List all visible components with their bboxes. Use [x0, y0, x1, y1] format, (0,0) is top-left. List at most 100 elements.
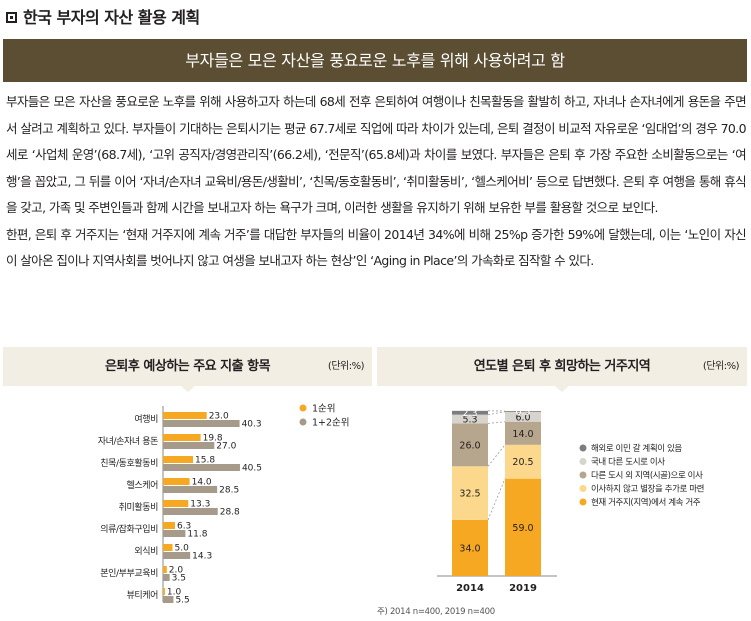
- data-label: 1.0: [167, 588, 182, 598]
- data-label: 19.8: [203, 434, 223, 444]
- bar-rank1-2: [163, 464, 240, 471]
- data-label: 59.0: [512, 523, 533, 534]
- stacked-segment: [505, 411, 541, 422]
- data-label: 5.3: [462, 415, 477, 426]
- legend-label: 현재 거주지(지역)에서 계속 거주: [591, 497, 701, 508]
- spending-bar-chart: 여행비 23.0 40.3 자녀/손자녀 용돈 19.827.0 친목/동호활동비 15.8…: [98, 403, 350, 606]
- connector-line: [487, 421, 506, 424]
- chart-panel-spending: 은퇴후 예상하는 주요 지출 항목 (단위:%) 여행비 23.0 40.3 자녀/손…: [3, 347, 372, 621]
- bar-rank1: [163, 544, 173, 551]
- data-label: 6.0: [515, 412, 530, 423]
- category-label: 의류/잡화구입비: [100, 523, 158, 535]
- chart-header: 연도별 은퇴 후 희망하는 거주지역 (단위:%): [377, 347, 747, 386]
- bar-rank1: [163, 434, 201, 441]
- data-label: 34.0: [459, 543, 480, 554]
- data-label: 20.5: [512, 457, 533, 468]
- stacked-segment: [452, 519, 488, 576]
- x-tick-label: 2014: [456, 583, 484, 594]
- legend-marker: [579, 485, 587, 492]
- legend-marker: [299, 418, 307, 426]
- body-text: 부자들은 모은 자산을 풍요로운 노후를 위해 사용하고자 하는데 68세 전후…: [6, 89, 747, 275]
- stacked-segment: [452, 423, 488, 467]
- stacked-segment: [505, 444, 541, 479]
- legend-label: 1+2순위: [312, 417, 350, 429]
- x-tick-label: 2019: [509, 583, 537, 594]
- data-label: 2.0: [169, 566, 184, 576]
- square-bullet-icon: [6, 12, 17, 23]
- stacked-segment: [505, 478, 541, 576]
- data-label: 14.0: [512, 429, 533, 440]
- bar-rank1-2: [163, 552, 191, 559]
- bar-rank1-2: [163, 442, 215, 449]
- legend-marker: [299, 404, 307, 412]
- legend-label: 다른 도시 외 지역(시골)으로 이사: [591, 470, 703, 481]
- data-label: 40.3: [242, 420, 262, 430]
- data-label: 27.0: [216, 442, 236, 452]
- connector-line: [487, 411, 506, 416]
- bar-rank1: [163, 412, 207, 419]
- category-label: 친목/동호활동비: [100, 457, 158, 469]
- data-label: 0.5: [515, 407, 530, 418]
- legend-label: 1순위: [312, 403, 336, 415]
- stacked-segment: [505, 411, 541, 412]
- data-label: 15.8: [195, 456, 215, 466]
- section-title: 한국 부자의 자산 활용 계획: [6, 4, 200, 27]
- residence-stacked-chart: 34.0 32.5 26.0 5.32.3 2014 59.0 20.5 14.0 6.00.5…: [377, 407, 704, 617]
- category-label: 뷰티케어: [126, 590, 158, 601]
- bar-rank1: [163, 456, 194, 463]
- legend-label: 해외로 이민 갈 계획이 있음: [591, 443, 682, 454]
- bar-rank1: [163, 588, 165, 595]
- bar-rank1-2: [163, 530, 186, 537]
- data-label: 23.0: [209, 412, 229, 422]
- stacked-segment: [452, 410, 488, 415]
- category-label: 취미활동비: [119, 501, 159, 513]
- stacked-segment: [452, 414, 488, 424]
- legend-marker: [579, 498, 587, 506]
- bar-rank1: [163, 522, 175, 529]
- chart-panel-residence: 연도별 은퇴 후 희망하는 거주지역 (단위:%) 34.0 32.5 26.0 5.…: [377, 347, 747, 621]
- bar-rank1: [163, 566, 167, 573]
- data-label: 14.3: [192, 552, 212, 562]
- chart-title: 연도별 은퇴 후 희망하는 거주지역: [473, 359, 651, 374]
- category-label: 여행비: [134, 413, 158, 425]
- data-label: 3.5: [172, 574, 186, 584]
- data-label: 5.5: [175, 596, 189, 606]
- legend-label: 국내 다른 도시로 이사: [591, 457, 665, 468]
- bar-rank1-2: [163, 574, 170, 581]
- legend-label: 이사하지 않고 별장을 추가로 마련: [591, 484, 704, 495]
- paragraph-1: 부자들은 모은 자산을 풍요로운 노후를 위해 사용하고자 하는데 68세 전후…: [6, 94, 747, 215]
- bar-rank1-2: [163, 508, 218, 515]
- stacked-segment: [452, 466, 488, 520]
- data-label: 14.0: [192, 478, 212, 488]
- chart-title: 은퇴후 예상하는 주요 지출 항목: [104, 359, 271, 374]
- data-label: 11.8: [187, 530, 207, 540]
- data-label: 28.5: [219, 486, 239, 496]
- bar-rank1-2: [163, 420, 240, 427]
- legend-marker: [579, 471, 587, 479]
- data-label: 28.8: [220, 508, 240, 518]
- paragraph-2: 한편, 은퇴 후 거주지는 ‘현재 거주지에 계속 거주’를 대답한 부자들의 …: [6, 226, 747, 269]
- headline-banner: 부자들은 모은 자산을 풍요로운 노후를 위해 사용하려고 함: [3, 39, 747, 82]
- chart-note: 주) 2014 n=400, 2019 n=400: [377, 607, 495, 617]
- connector-line: [487, 444, 506, 467]
- data-label: 6.3: [177, 522, 191, 532]
- data-label: 40.5: [242, 464, 262, 474]
- data-label: 13.3: [190, 500, 210, 510]
- data-label: 26.0: [459, 440, 480, 451]
- chart-unit: (단위:%): [327, 361, 365, 372]
- connector-line: [487, 478, 506, 521]
- category-label: 자녀/손자녀 용돈: [98, 436, 158, 447]
- data-label: 32.5: [459, 489, 480, 500]
- bar-rank1: [163, 500, 189, 507]
- category-label: 외식비: [134, 545, 158, 557]
- data-label: 5.0: [175, 544, 190, 554]
- category-label: 헬스케어: [126, 480, 158, 491]
- bar-rank1-2: [163, 596, 174, 603]
- bar-rank1-2: [163, 486, 218, 493]
- category-label: 본인/부부교육비: [100, 568, 158, 579]
- stacked-segment: [505, 421, 541, 445]
- data-label: 2.3: [462, 408, 477, 419]
- legend-marker: [579, 444, 587, 452]
- legend-marker: [579, 458, 587, 465]
- chart-header: 은퇴후 예상하는 주요 지출 항목 (단위:%): [3, 347, 372, 386]
